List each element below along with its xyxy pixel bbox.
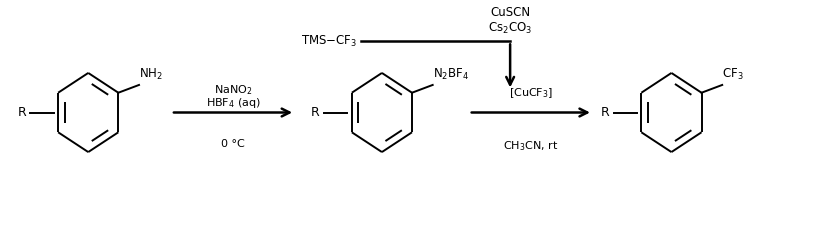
Text: TMS$-$CF$_3$: TMS$-$CF$_3$: [300, 34, 357, 49]
Text: R: R: [17, 106, 27, 119]
Text: [CuCF$_3$]: [CuCF$_3$]: [509, 86, 553, 100]
Text: HBF$_4$ (aq): HBF$_4$ (aq): [206, 96, 261, 110]
Text: NH$_2$: NH$_2$: [139, 67, 163, 82]
Text: NaNO$_2$: NaNO$_2$: [214, 83, 252, 97]
Text: 0 °C: 0 °C: [221, 139, 245, 149]
Text: CuSCN: CuSCN: [490, 6, 530, 19]
Text: R: R: [601, 106, 609, 119]
Text: CF$_3$: CF$_3$: [722, 67, 744, 82]
Text: N$_2$BF$_4$: N$_2$BF$_4$: [432, 67, 469, 82]
Text: R: R: [311, 106, 320, 119]
Text: CH$_3$CN, rt: CH$_3$CN, rt: [503, 139, 559, 153]
Text: Cs$_2$CO$_3$: Cs$_2$CO$_3$: [488, 21, 532, 36]
